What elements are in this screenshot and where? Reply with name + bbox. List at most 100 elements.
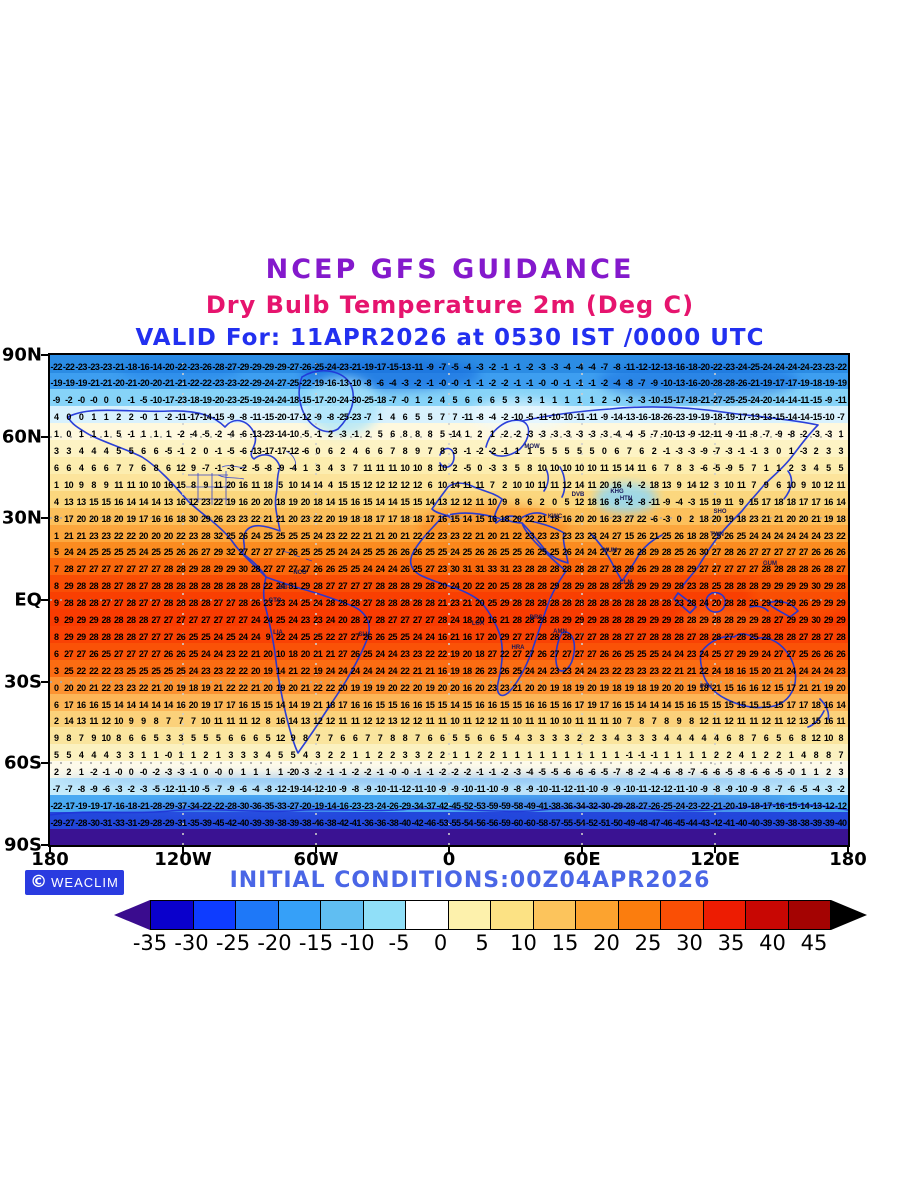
temp-value: 28 — [761, 631, 772, 642]
temp-value: 27 — [711, 547, 722, 558]
temp-value: -9 — [824, 395, 833, 406]
temp-value: 12 — [400, 479, 410, 490]
temp-value: -21 — [710, 800, 722, 811]
temp-row: -22 -22 -23 -23 -23 -21 -18 -16 -14 -20 -22 -23 -26-… — [50, 359, 848, 376]
temp-value: 19 — [201, 699, 211, 710]
temp-value: -38 — [324, 817, 336, 828]
temp-value: -16 — [772, 800, 785, 811]
temp-value: 26 — [537, 648, 547, 659]
temp-value: 29 — [736, 615, 747, 625]
temp-value: -3 — [550, 361, 559, 372]
temp-value: 10 — [574, 462, 585, 473]
temp-value: 20 — [512, 513, 522, 524]
temp-value: 7 — [327, 733, 333, 744]
temp-value: -23 — [87, 361, 100, 372]
temp-value: -60 — [511, 817, 523, 828]
temp-value: 10 — [275, 648, 286, 659]
temp-value: 15 — [176, 479, 186, 490]
temp-value: 6 — [128, 733, 134, 744]
temp-value: 5 — [53, 547, 59, 558]
temp-row: -7 -7 -8 -9 -6 -3 -2 -3 -5 -12 -11 -10 -5 -7 -9 -6 -4 -8-… — [50, 781, 848, 798]
temp-value: 11 — [462, 716, 472, 727]
temp-value: -18 — [125, 361, 137, 372]
temp-value: 21 — [64, 530, 74, 541]
temp-value: 29 — [761, 581, 772, 592]
temp-value: 1 — [489, 429, 495, 440]
temp-value: -0 — [401, 767, 409, 778]
temp-value: -2 — [625, 496, 634, 507]
temp-value: 20 — [674, 682, 684, 693]
temp-value: 27 — [624, 631, 635, 642]
temp-value: -1 — [351, 429, 360, 440]
temp-value: 24 — [64, 547, 74, 558]
temp-value: -20 — [212, 395, 224, 406]
temp-value: -10 — [187, 784, 199, 794]
temp-value: 25 — [325, 547, 336, 558]
temp-value: -20 — [299, 800, 312, 811]
temp-value: 6 — [427, 479, 433, 490]
temp-value: -17 — [374, 361, 386, 372]
temp-value: -20 — [287, 767, 299, 778]
temp-value: 30 — [238, 564, 249, 575]
temp-value: 26 — [674, 530, 684, 541]
temp-value: -17 — [62, 800, 75, 811]
temp-value: 22 — [238, 648, 249, 659]
temp-value: -45 — [212, 817, 224, 828]
temp-value: 14 — [163, 699, 174, 710]
temp-value: 28 — [400, 581, 410, 592]
temp-value: 28 — [574, 564, 585, 575]
temp-value: 29 — [574, 615, 585, 625]
temp-value: -37 — [175, 800, 187, 811]
temp-value: 25 — [487, 598, 498, 609]
temp-value: 29 — [823, 598, 834, 609]
temp-value: 25 — [375, 547, 386, 558]
temp-value: 29 — [500, 598, 510, 609]
temp-value: 5 — [452, 733, 457, 744]
temp-value: -23 — [673, 412, 685, 423]
temp-value: 19 — [823, 682, 834, 693]
temp-value: -29 — [249, 378, 262, 389]
temp-value: -49 — [623, 817, 635, 828]
temp-value: -10 — [324, 784, 336, 794]
temp-value: 28 — [163, 564, 174, 575]
temp-value: 25 — [338, 564, 348, 575]
temp-value: 26 — [811, 547, 821, 558]
temp-value: -29 — [274, 361, 287, 372]
temp-row: 4 0 0 1 1 2 2 -0 1 -2 -11 -17 -14 -15 -9 -8 -11 -15 -20 -17… — [50, 409, 848, 426]
temp-value: -22 — [62, 361, 75, 372]
temp-value: -20 — [698, 378, 710, 389]
temp-value: -39 — [199, 817, 212, 828]
temp-value: 2 — [390, 750, 395, 761]
station-label: SHO — [713, 509, 727, 515]
temp-value: 15 — [101, 496, 112, 507]
temp-value: 21 — [275, 513, 286, 524]
temp-value: 10 — [537, 462, 547, 473]
temp-value: -54 — [461, 817, 473, 828]
temp-value: 11 — [388, 462, 397, 473]
temp-value: 22 — [400, 682, 410, 693]
temp-value: 18 — [736, 513, 747, 524]
temp-value: -20 — [150, 378, 162, 389]
temp-value: 24 — [699, 598, 709, 609]
temp-value: 21 — [674, 665, 684, 676]
temp-value: 28 — [599, 581, 610, 592]
temp-value: 21 — [649, 530, 659, 541]
temp-value: 3 — [66, 446, 71, 456]
temp-value: 1 — [788, 446, 794, 456]
temp-value: 26 — [749, 598, 759, 609]
temp-value: -1 — [501, 446, 509, 456]
temp-value: -9 — [725, 462, 733, 473]
temp-value: 3 — [763, 446, 769, 456]
lon-axis-label: 180 — [31, 849, 69, 870]
temp-value: 3 — [452, 446, 457, 456]
temp-value: 29 — [661, 615, 672, 625]
temp-value: 27 — [201, 547, 211, 558]
temp-value: -23 — [685, 800, 698, 811]
temp-value: 28 — [537, 598, 547, 609]
temp-value: -10 — [735, 784, 747, 794]
temp-value: 27 — [138, 648, 149, 659]
temp-value: 19 — [624, 682, 635, 693]
temp-value: -56 — [486, 817, 498, 828]
temp-value: -23 — [212, 378, 224, 389]
temp-value: -4 — [525, 767, 534, 778]
